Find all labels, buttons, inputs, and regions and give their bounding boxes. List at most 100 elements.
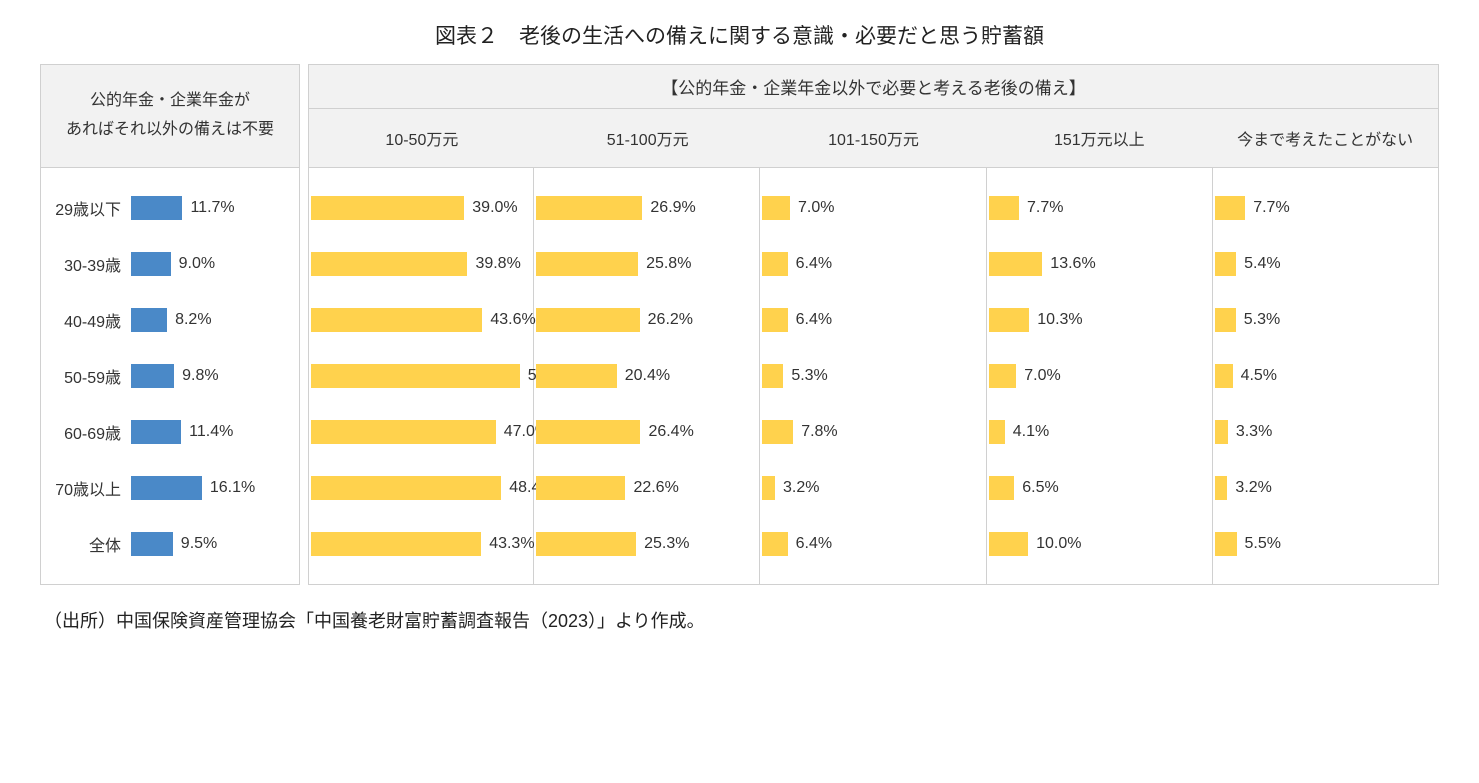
chart-container: 公的年金・企業年金が あればそれ以外の備えは不要 29歳以下11.7%30-39… bbox=[40, 64, 1439, 585]
bar bbox=[989, 420, 1005, 444]
bar bbox=[131, 252, 171, 276]
bar bbox=[536, 252, 638, 276]
bar bbox=[762, 420, 793, 444]
bar bbox=[1215, 364, 1233, 388]
bar-value: 4.1% bbox=[1013, 423, 1049, 441]
data-column: 7.7%13.6%10.3%7.0%4.1%6.5%10.0% bbox=[987, 168, 1213, 585]
bar bbox=[131, 532, 173, 556]
table-row: 4.1% bbox=[989, 404, 1206, 460]
age-label: 70歳以上 bbox=[45, 476, 131, 500]
bar-value: 13.6% bbox=[1050, 255, 1095, 273]
bar-value: 5.5% bbox=[1245, 535, 1281, 553]
column-header: 151万元以上 bbox=[986, 109, 1212, 167]
left-header-line1: 公的年金・企業年金が bbox=[90, 87, 250, 116]
table-row: 39.8% bbox=[311, 236, 527, 292]
data-column: 39.0% 39.8% 43.6%53.1%47.0%48.4%43.3% bbox=[308, 168, 534, 585]
table-row: 26.9% bbox=[536, 180, 753, 236]
bar bbox=[536, 420, 640, 444]
bar-value: 7.8% bbox=[801, 423, 837, 441]
bar-value: 5.3% bbox=[1244, 311, 1280, 329]
bar bbox=[1215, 532, 1237, 556]
table-row: 5.4% bbox=[1215, 236, 1432, 292]
bar-value: 7.7% bbox=[1253, 199, 1289, 217]
table-row: 4.5% bbox=[1215, 348, 1432, 404]
table-row: 7.0% bbox=[762, 180, 979, 236]
bar bbox=[989, 196, 1019, 220]
bar bbox=[536, 364, 617, 388]
bar-value: 6.4% bbox=[796, 311, 832, 329]
bar-value: 10.3% bbox=[1037, 311, 1082, 329]
bar bbox=[536, 532, 636, 556]
table-row: 6.4% bbox=[762, 516, 979, 572]
bar bbox=[131, 420, 181, 444]
age-label: 30-39歳 bbox=[45, 252, 131, 276]
bar bbox=[131, 364, 174, 388]
table-row: 39.0% bbox=[311, 180, 527, 236]
bar bbox=[989, 364, 1017, 388]
table-row: 3.3% bbox=[1215, 404, 1432, 460]
bar bbox=[536, 196, 642, 220]
right-header-top: 【公的年金・企業年金以外で必要と考える老後の備え】 bbox=[308, 64, 1439, 108]
column-header: 101-150万元 bbox=[761, 109, 987, 167]
table-row: 50-59歳9.8% bbox=[45, 348, 291, 404]
table-row: 10.3% bbox=[989, 292, 1206, 348]
data-column: 26.9%25.8%26.2%20.4%26.4%22.6%25.3% bbox=[534, 168, 760, 585]
table-row: 5.3% bbox=[762, 348, 979, 404]
table-row: 70歳以上16.1% bbox=[45, 460, 291, 516]
bar bbox=[1215, 308, 1236, 332]
bar bbox=[1215, 420, 1228, 444]
bar-value: 3.2% bbox=[783, 479, 819, 497]
table-row: 5.5% bbox=[1215, 516, 1432, 572]
table-row: 53.1% bbox=[311, 348, 527, 404]
bar bbox=[1215, 196, 1245, 220]
bar bbox=[311, 532, 481, 556]
table-row: 6.4% bbox=[762, 236, 979, 292]
bar bbox=[762, 308, 787, 332]
age-label: 29歳以下 bbox=[45, 196, 131, 220]
bar bbox=[311, 364, 520, 388]
bar-value: 25.3% bbox=[644, 535, 689, 553]
bar bbox=[131, 476, 202, 500]
source-footnote: （出所）中国保険資産管理協会「中国養老財富貯蓄調査報告（2023）」より作成。 bbox=[40, 607, 1439, 633]
age-label: 60-69歳 bbox=[45, 420, 131, 444]
table-row: 10.0% bbox=[989, 516, 1206, 572]
bar-value: 39.0% bbox=[472, 199, 517, 217]
bar bbox=[131, 308, 167, 332]
column-header: 今まで考えたことがない bbox=[1212, 109, 1438, 167]
bar bbox=[762, 476, 775, 500]
bar-value: 25.8% bbox=[646, 255, 691, 273]
bar bbox=[311, 252, 467, 276]
bar bbox=[762, 196, 790, 220]
table-row: 5.3% bbox=[1215, 292, 1432, 348]
bar bbox=[311, 420, 496, 444]
age-label: 40-49歳 bbox=[45, 308, 131, 332]
bar bbox=[311, 196, 464, 220]
table-row: 20.4% bbox=[536, 348, 753, 404]
bar-value: 26.2% bbox=[648, 311, 693, 329]
right-body: 39.0% 39.8% 43.6%53.1%47.0%48.4%43.3% 26.9%… bbox=[308, 168, 1439, 585]
table-row: 22.6% bbox=[536, 460, 753, 516]
table-row: 7.8% bbox=[762, 404, 979, 460]
table-row: 43.6% bbox=[311, 292, 527, 348]
table-row: 47.0% bbox=[311, 404, 527, 460]
bar-value: 7.0% bbox=[798, 199, 834, 217]
table-row: 43.3% bbox=[311, 516, 527, 572]
bar-value: 20.4% bbox=[625, 367, 670, 385]
table-row: 6.4% bbox=[762, 292, 979, 348]
age-label: 50-59歳 bbox=[45, 364, 131, 388]
right-header-columns: 10-50万元51-100万元101-150万元151万元以上今まで考えたことが… bbox=[308, 108, 1439, 168]
bar-value: 11.7% bbox=[190, 199, 234, 217]
bar bbox=[989, 476, 1015, 500]
bar-value: 7.7% bbox=[1027, 199, 1063, 217]
right-panel: 【公的年金・企業年金以外で必要と考える老後の備え】 10-50万元51-100万… bbox=[308, 64, 1439, 585]
bar bbox=[536, 476, 625, 500]
bar-value: 3.3% bbox=[1236, 423, 1272, 441]
bar-value: 11.4% bbox=[189, 423, 233, 441]
table-row: 60-69歳 11.4% bbox=[45, 404, 291, 460]
table-row: 30-39歳9.0% bbox=[45, 236, 291, 292]
bar bbox=[762, 252, 787, 276]
bar bbox=[1215, 476, 1228, 500]
bar-value: 39.8% bbox=[475, 255, 520, 273]
bar bbox=[762, 532, 787, 556]
table-row: 48.4% bbox=[311, 460, 527, 516]
